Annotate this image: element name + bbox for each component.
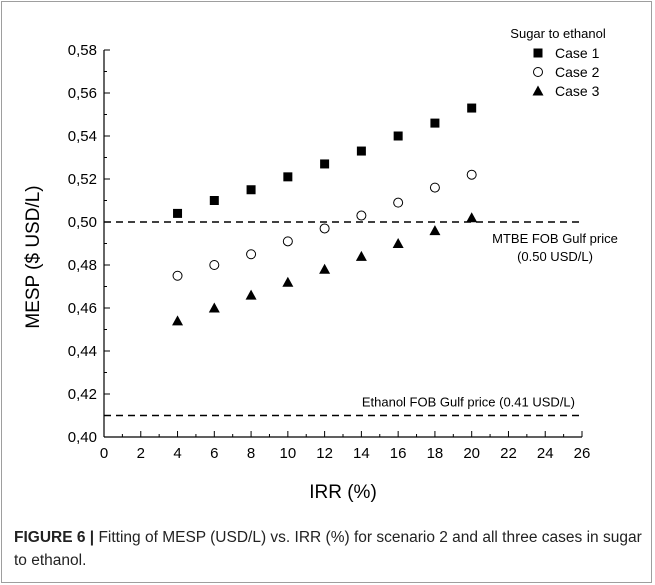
data-points	[172, 103, 478, 326]
series-2	[172, 169, 477, 281]
data-point	[356, 210, 367, 221]
y-tick-label: 0,54	[68, 128, 97, 145]
data-point	[355, 250, 367, 261]
legend-label: Case 1	[555, 45, 600, 61]
legend-label: Case 2	[555, 64, 600, 80]
data-point	[209, 196, 219, 205]
x-tick-label: 26	[574, 445, 591, 462]
data-point	[246, 185, 256, 195]
legend-title: Sugar to ethanol	[510, 26, 606, 41]
data-point	[429, 182, 440, 193]
data-point	[282, 276, 294, 287]
x-tick-label: 22	[500, 445, 517, 462]
chart: 0 2 4 6 8 10 12 14 16 18 20 22 24 26 0,400,420,440,46…	[23, 26, 618, 503]
legend-marker	[533, 67, 543, 77]
y-tick-label: 0,52	[68, 171, 97, 188]
data-point	[319, 263, 331, 274]
y-ticks: 0,40 0,42 0,44 0,46 0,48 0,50 0,52 0,54 0,56 0,58	[68, 42, 110, 446]
figure-caption: FIGURE 6 | Fitting of MESP (USD/L) vs. I…	[14, 526, 644, 572]
legend: Sugar to ethanol Case 1 Case 2 Case 3	[510, 26, 606, 99]
x-tick-label: 8	[247, 445, 255, 462]
data-point	[208, 302, 220, 313]
x-tick-label: 2	[137, 445, 145, 462]
y-tick-label: 0,40	[68, 429, 97, 446]
data-point	[393, 131, 403, 141]
data-point	[209, 260, 220, 270]
x-tick-label: 24	[537, 445, 554, 462]
y-tick-label: 0,44	[68, 343, 97, 360]
data-point	[467, 103, 477, 113]
y-tick-label: 0,56	[68, 85, 97, 102]
x-ticks: 0 2 4 6 8 10 12 14 16 18 20 22 24 26	[100, 431, 591, 462]
data-point	[356, 146, 366, 156]
series-1	[173, 103, 477, 218]
series-3	[172, 212, 478, 326]
data-point	[173, 208, 183, 218]
data-point	[320, 159, 330, 169]
x-axis-label: IRR (%)	[309, 482, 377, 503]
reference-label: (0.50 USD/L)	[517, 249, 593, 264]
x-tick-label: 20	[463, 445, 480, 462]
data-point	[172, 315, 184, 326]
reference-label: Ethanol FOB Gulf price (0.41 USD/L)	[362, 395, 575, 410]
data-point	[429, 225, 441, 236]
reference-label: MTBE FOB Gulf price	[492, 231, 618, 246]
x-tick-label: 14	[353, 445, 370, 462]
y-tick-label: 0,58	[68, 42, 97, 59]
y-tick-label: 0,42	[68, 386, 97, 403]
y-tick-label: 0,50	[68, 214, 97, 231]
data-point	[392, 238, 404, 248]
data-point	[319, 223, 330, 234]
data-point	[393, 197, 404, 208]
x-tick-label: 0	[100, 445, 108, 462]
y-tick-label: 0,46	[68, 300, 97, 317]
x-tick-label: 6	[210, 445, 218, 462]
y-axis-label: MESP ($ USD/L)	[23, 185, 44, 328]
x-tick-label: 16	[390, 445, 407, 462]
x-tick-label: 12	[316, 445, 333, 462]
data-point	[246, 249, 257, 260]
legend-label: Case 3	[555, 83, 600, 99]
figure-label: FIGURE 6 |	[14, 529, 95, 546]
x-tick-label: 4	[173, 445, 181, 462]
x-tick-label: 18	[427, 445, 444, 462]
y-tick-label: 0,48	[68, 257, 97, 274]
data-point	[245, 289, 257, 300]
data-point	[282, 236, 293, 247]
x-tick-label: 10	[280, 445, 297, 462]
legend-marker	[532, 85, 544, 96]
legend-marker	[533, 48, 543, 58]
reference-lines: MTBE FOB Gulf price (0.50 USD/L) Ethanol F…	[104, 221, 618, 417]
data-point	[466, 212, 478, 223]
caption-text: Fitting of MESP (USD/L) vs. IRR (%) for …	[14, 529, 642, 569]
data-point	[430, 118, 440, 128]
data-point	[466, 169, 477, 180]
data-point	[283, 172, 293, 182]
data-point	[172, 270, 183, 281]
